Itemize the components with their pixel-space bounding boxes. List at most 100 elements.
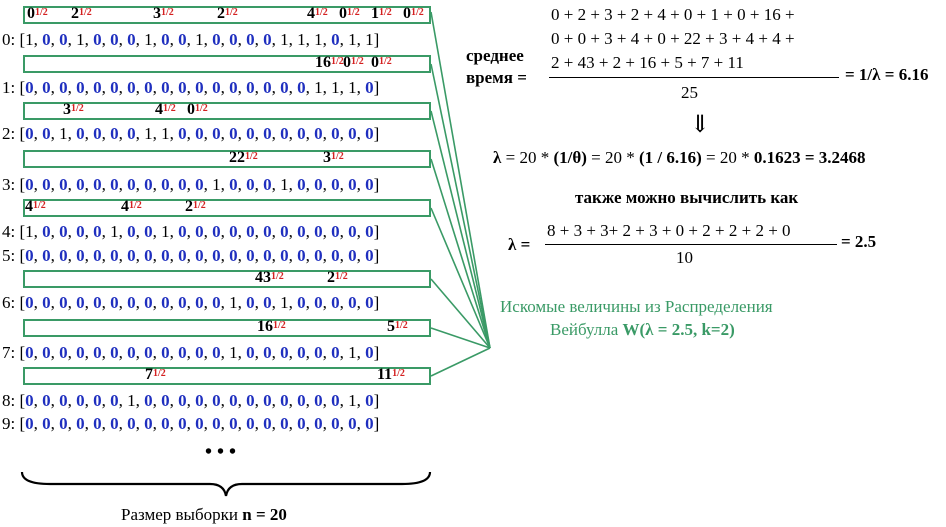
row-value: 0	[195, 293, 204, 312]
row-value: 0	[127, 414, 136, 433]
row-value: 0	[331, 343, 340, 362]
exponent: 1/2	[79, 7, 92, 18]
row-index: 9: [	[2, 414, 26, 433]
row-value: 1	[348, 78, 357, 97]
row-value: 0	[263, 293, 272, 312]
sqrt-box: 01/2 21/2 31/2 21/2 41/2 01/2 11/2 01/2	[23, 5, 431, 24]
row-value: 0	[314, 124, 323, 143]
row-value: 0	[365, 246, 374, 265]
row-value: 0	[144, 222, 153, 241]
row-value: 0	[76, 293, 85, 312]
row-value: 1	[110, 222, 119, 241]
row-value: 0	[93, 293, 102, 312]
row-value: 0	[144, 78, 153, 97]
row-index: 3: [	[2, 175, 26, 194]
row-value: 0	[195, 343, 204, 362]
row-value: 0	[76, 175, 85, 194]
row-value: 0	[212, 30, 221, 49]
sqrt-box: 221/2 31/2	[23, 149, 431, 168]
brace-icon	[20, 471, 432, 497]
row-value: 1	[365, 30, 374, 49]
row-value: 0	[127, 222, 136, 241]
row-value: 1	[25, 222, 34, 241]
row-value: 0	[212, 391, 221, 410]
row-value: 0	[110, 391, 119, 410]
row-index: 2: [	[2, 124, 26, 143]
row-value: 0	[59, 391, 68, 410]
exponent: 1/2	[331, 151, 344, 162]
row-value: 0	[110, 293, 119, 312]
row-value: 0	[195, 246, 204, 265]
sqrt-term: 11/2	[371, 5, 392, 22]
row-value: 0	[229, 414, 238, 433]
row-value: 1	[314, 30, 323, 49]
row-value: 0	[314, 293, 323, 312]
row-value: 0	[178, 343, 187, 362]
row-value: 1	[161, 222, 170, 241]
exponent: 1/2	[71, 103, 84, 114]
row-value: 0	[365, 414, 374, 433]
row-value: 0	[348, 222, 357, 241]
exponent: 1/2	[35, 7, 48, 18]
row-value: 0	[280, 78, 289, 97]
row-value: 0	[144, 293, 153, 312]
data-row: 4: [1, 0, 0, 0, 0, 1, 0, 0, 1, 0, 0, 0, …	[2, 222, 380, 241]
lambda-part: (1 / 6.16)	[638, 148, 702, 167]
row-value: 0	[365, 343, 374, 362]
fraction-bar	[545, 244, 837, 245]
row-value: 1	[127, 391, 136, 410]
row-value: 0	[59, 246, 68, 265]
row-value: 0	[263, 343, 272, 362]
row-value: 0	[127, 78, 136, 97]
row-value: 0	[59, 30, 68, 49]
exponent: 1/2	[347, 7, 360, 18]
row-value: 1	[348, 391, 357, 410]
row-value: 0	[297, 222, 306, 241]
row-value: 0	[246, 293, 255, 312]
down-arrow-icon: ⇓	[690, 112, 711, 138]
weibull-caption-1: Искомые величины из Распределения	[500, 297, 773, 316]
row-value: 0	[331, 293, 340, 312]
weibull-caption-2: Вейбулла W(λ = 2.5, k=2)	[550, 320, 735, 340]
row-value: 0	[161, 414, 170, 433]
sqrt-term: 111/2	[377, 366, 405, 383]
row-value: 0	[195, 124, 204, 143]
row-value: 0	[263, 391, 272, 410]
row-value: 0	[212, 124, 221, 143]
sqrt-box: 71/2 111/2	[23, 366, 431, 385]
lambda-part: 0.1623 = 3.2468	[753, 148, 866, 167]
row-value: 0	[348, 246, 357, 265]
exponent: 1/2	[335, 271, 348, 282]
exponent: 1/2	[411, 7, 424, 18]
row-value: 0	[76, 78, 85, 97]
sqrt-term: 41/2	[155, 101, 176, 118]
row-value: 1	[229, 293, 238, 312]
row-value: 0	[161, 175, 170, 194]
row-value: 0	[348, 293, 357, 312]
row-value: 0	[263, 175, 272, 194]
exponent: 1/2	[153, 368, 166, 379]
exponent: 1/2	[315, 7, 328, 18]
row-value: 0	[42, 175, 51, 194]
row-index: 1: [	[2, 78, 26, 97]
row-value: 1	[59, 124, 68, 143]
row-value: 0	[144, 343, 153, 362]
row-value: 0	[93, 175, 102, 194]
lambda-symbol: λ	[493, 148, 502, 167]
row-value: 0	[42, 391, 51, 410]
mean-time-label-1: среднее	[466, 46, 524, 65]
row-value: 0	[297, 293, 306, 312]
data-row: 2: [0, 0, 1, 0, 0, 0, 0, 1, 1, 0, 0, 0, …	[2, 124, 380, 143]
row-value: 0	[76, 124, 85, 143]
exponent: 1/2	[245, 151, 258, 162]
row-value: 0	[195, 78, 204, 97]
sqrt-box: 41/2 41/2 21/2	[23, 198, 431, 217]
numerator-line-3: 2 + 43 + 2 + 16 + 5 + 7 + 11	[551, 53, 744, 72]
row-value: 0	[93, 391, 102, 410]
sqrt-term: 41/2	[25, 198, 46, 215]
row-value: 0	[297, 124, 306, 143]
row-value: 1	[195, 30, 204, 49]
row-value: 0	[297, 391, 306, 410]
sample-size-label: Размер выборки n = 20	[121, 505, 287, 525]
formula2-numerator: 8 + 3 + 3+ 2 + 3 + 0 + 2 + 2 + 2 + 0	[547, 221, 791, 240]
